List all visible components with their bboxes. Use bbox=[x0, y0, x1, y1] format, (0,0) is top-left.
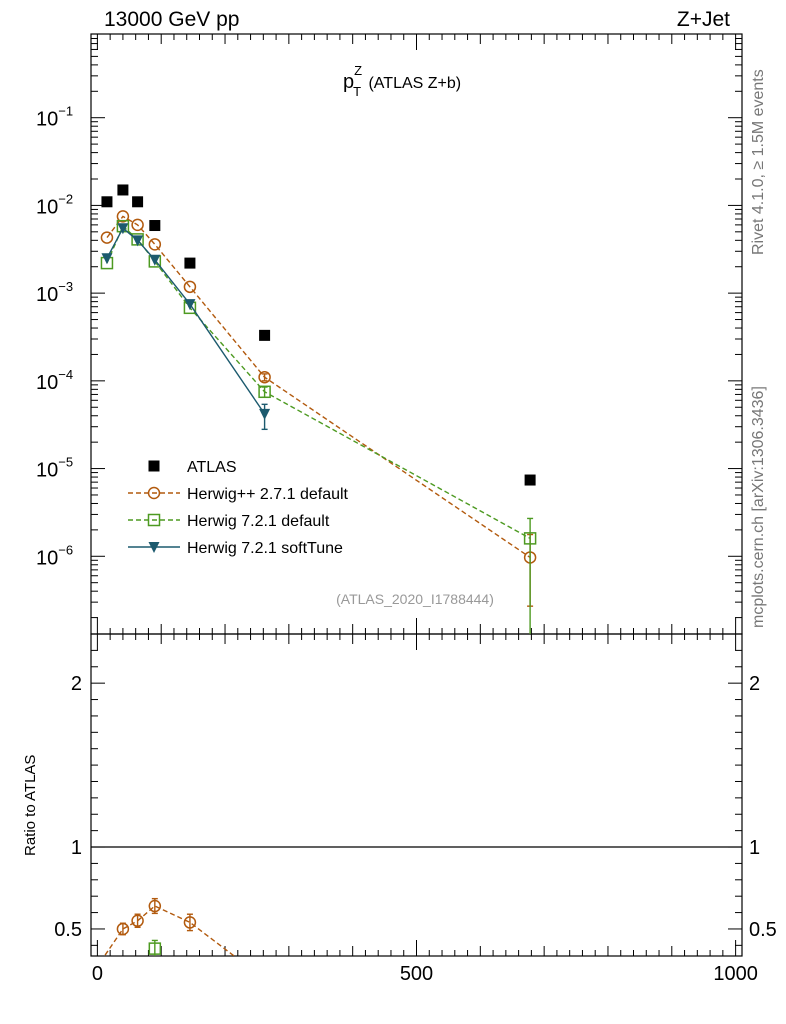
plot-title: pZ T (ATLAS Z+b) bbox=[343, 63, 461, 99]
header-left-label: 13000 GeV pp bbox=[104, 8, 240, 31]
legend-marker-herwig-7-2-1-softtune bbox=[148, 542, 160, 553]
atlas-point bbox=[149, 220, 161, 232]
ratio-herwig-2-7-1-default-point bbox=[131, 914, 144, 928]
ratio-y-tick-label-right: 0.5 bbox=[749, 919, 777, 941]
legend-label-herwig-7-2-1-softtune: Herwig 7.2.1 softTune bbox=[187, 540, 343, 557]
main-y-tick-label: 10−1 bbox=[36, 104, 73, 131]
atlas-point bbox=[101, 196, 113, 208]
herwig-7-2-1-default-point bbox=[258, 385, 271, 399]
ratio-herwig-2-7-1-default-point bbox=[116, 922, 130, 936]
legend-marker-herwig-7-2-1-default bbox=[147, 513, 161, 527]
atlas-point bbox=[184, 257, 196, 269]
main-y-tick-label: 10−2 bbox=[36, 191, 73, 218]
ratio-y-tick-label-right: 2 bbox=[749, 673, 760, 695]
atlas-point bbox=[132, 196, 144, 208]
header-right-label: Z+Jet bbox=[676, 8, 730, 31]
ratio-herwig-7-2-1-default-point bbox=[148, 942, 162, 955]
herwig-7-2-1-softtune-point bbox=[117, 223, 129, 235]
main-y-tick-label: 10−6 bbox=[36, 542, 73, 569]
analysis-id-watermark: (ATLAS_2020_I1788444) bbox=[336, 591, 494, 607]
legend-label-herwig-7-2-1-default: Herwig 7.2.1 default bbox=[187, 513, 330, 530]
ratio-herwig-2-7-1-default-point bbox=[148, 899, 162, 913]
legend-label-atlas: ATLAS bbox=[187, 459, 237, 476]
atlas-point bbox=[259, 329, 271, 341]
herwig-7-2-1-default-point bbox=[523, 532, 537, 545]
legend-marker-atlas bbox=[148, 460, 160, 472]
herwig-7-2-1-softtune-point bbox=[132, 235, 144, 247]
herwig-2-7-1-default-point bbox=[183, 280, 197, 294]
main-y-tick-label: 10−5 bbox=[36, 455, 73, 482]
herwig-7-2-1-softtune-point bbox=[259, 408, 271, 420]
ratio-y-tick-label-right: 1 bbox=[749, 837, 760, 859]
ratio-y-tick-label-left: 2 bbox=[71, 673, 82, 695]
x-tick-label: 0 bbox=[92, 963, 103, 985]
atlas-point bbox=[524, 474, 536, 486]
ratio-y-tick-label-left: 1 bbox=[71, 837, 82, 859]
atlas-point bbox=[117, 184, 129, 196]
ratio-plot-frame bbox=[90, 633, 743, 957]
x-tick-label: 500 bbox=[400, 963, 433, 985]
main-y-tick-label: 10−4 bbox=[36, 367, 73, 394]
legend-marker-herwig-2-7-1-default bbox=[147, 486, 161, 500]
herwig-2-7-1-default-point bbox=[131, 218, 144, 232]
herwig-2-7-1-default-line bbox=[106, 215, 531, 558]
herwig-7-2-1-softtune-line bbox=[106, 227, 266, 415]
herwig-2-7-1-default-point bbox=[100, 231, 114, 244]
herwig-2-7-1-default-point bbox=[116, 210, 130, 223]
ratio-herwig-2-7-1-default-line bbox=[103, 905, 236, 956]
main-y-tick-label: 10−3 bbox=[36, 279, 73, 306]
ratio-herwig-2-7-1-default-point bbox=[183, 916, 197, 929]
x-tick-label: 1000 bbox=[713, 963, 758, 985]
ratio-plot-area bbox=[103, 897, 236, 956]
herwig-7-2-1-softtune-point bbox=[101, 253, 113, 265]
herwig-2-7-1-default-point bbox=[258, 370, 271, 384]
herwig-7-2-1-softtune-point bbox=[184, 299, 196, 311]
legend-label-herwig-2-7-1-default: Herwig++ 2.7.1 default bbox=[187, 486, 349, 503]
herwig-7-2-1-softtune-point bbox=[149, 254, 161, 266]
ratio-y-tick-label-left: 0.5 bbox=[54, 919, 82, 941]
main-plot-area bbox=[100, 184, 537, 634]
herwig-2-7-1-default-point bbox=[148, 238, 162, 251]
